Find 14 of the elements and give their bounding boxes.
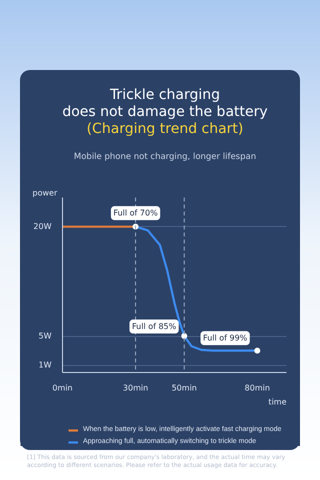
- y-tick-label: 5W: [38, 331, 52, 340]
- annotation: Full of 70%: [113, 208, 158, 218]
- x-axis-title: time: [268, 397, 287, 406]
- chart-subtitle: Mobile phone not charging, longer lifespan: [74, 151, 256, 164]
- annotation: Full of 99%: [203, 333, 248, 342]
- y-tick-label: 1W: [38, 360, 52, 370]
- x-tick-label: 80min: [244, 383, 270, 392]
- annotation: Full of 85%: [132, 322, 177, 331]
- x-tick-label: 50min: [172, 383, 197, 392]
- x-tick-label: 0min: [52, 383, 73, 392]
- y-tick-label: 20W: [33, 222, 52, 231]
- chart-title: Trickle charging does not damage the battery (Charging trend chart): [62, 87, 268, 138]
- x-tick-label: 30min: [122, 383, 148, 392]
- y-axis-title: power: [32, 188, 58, 198]
